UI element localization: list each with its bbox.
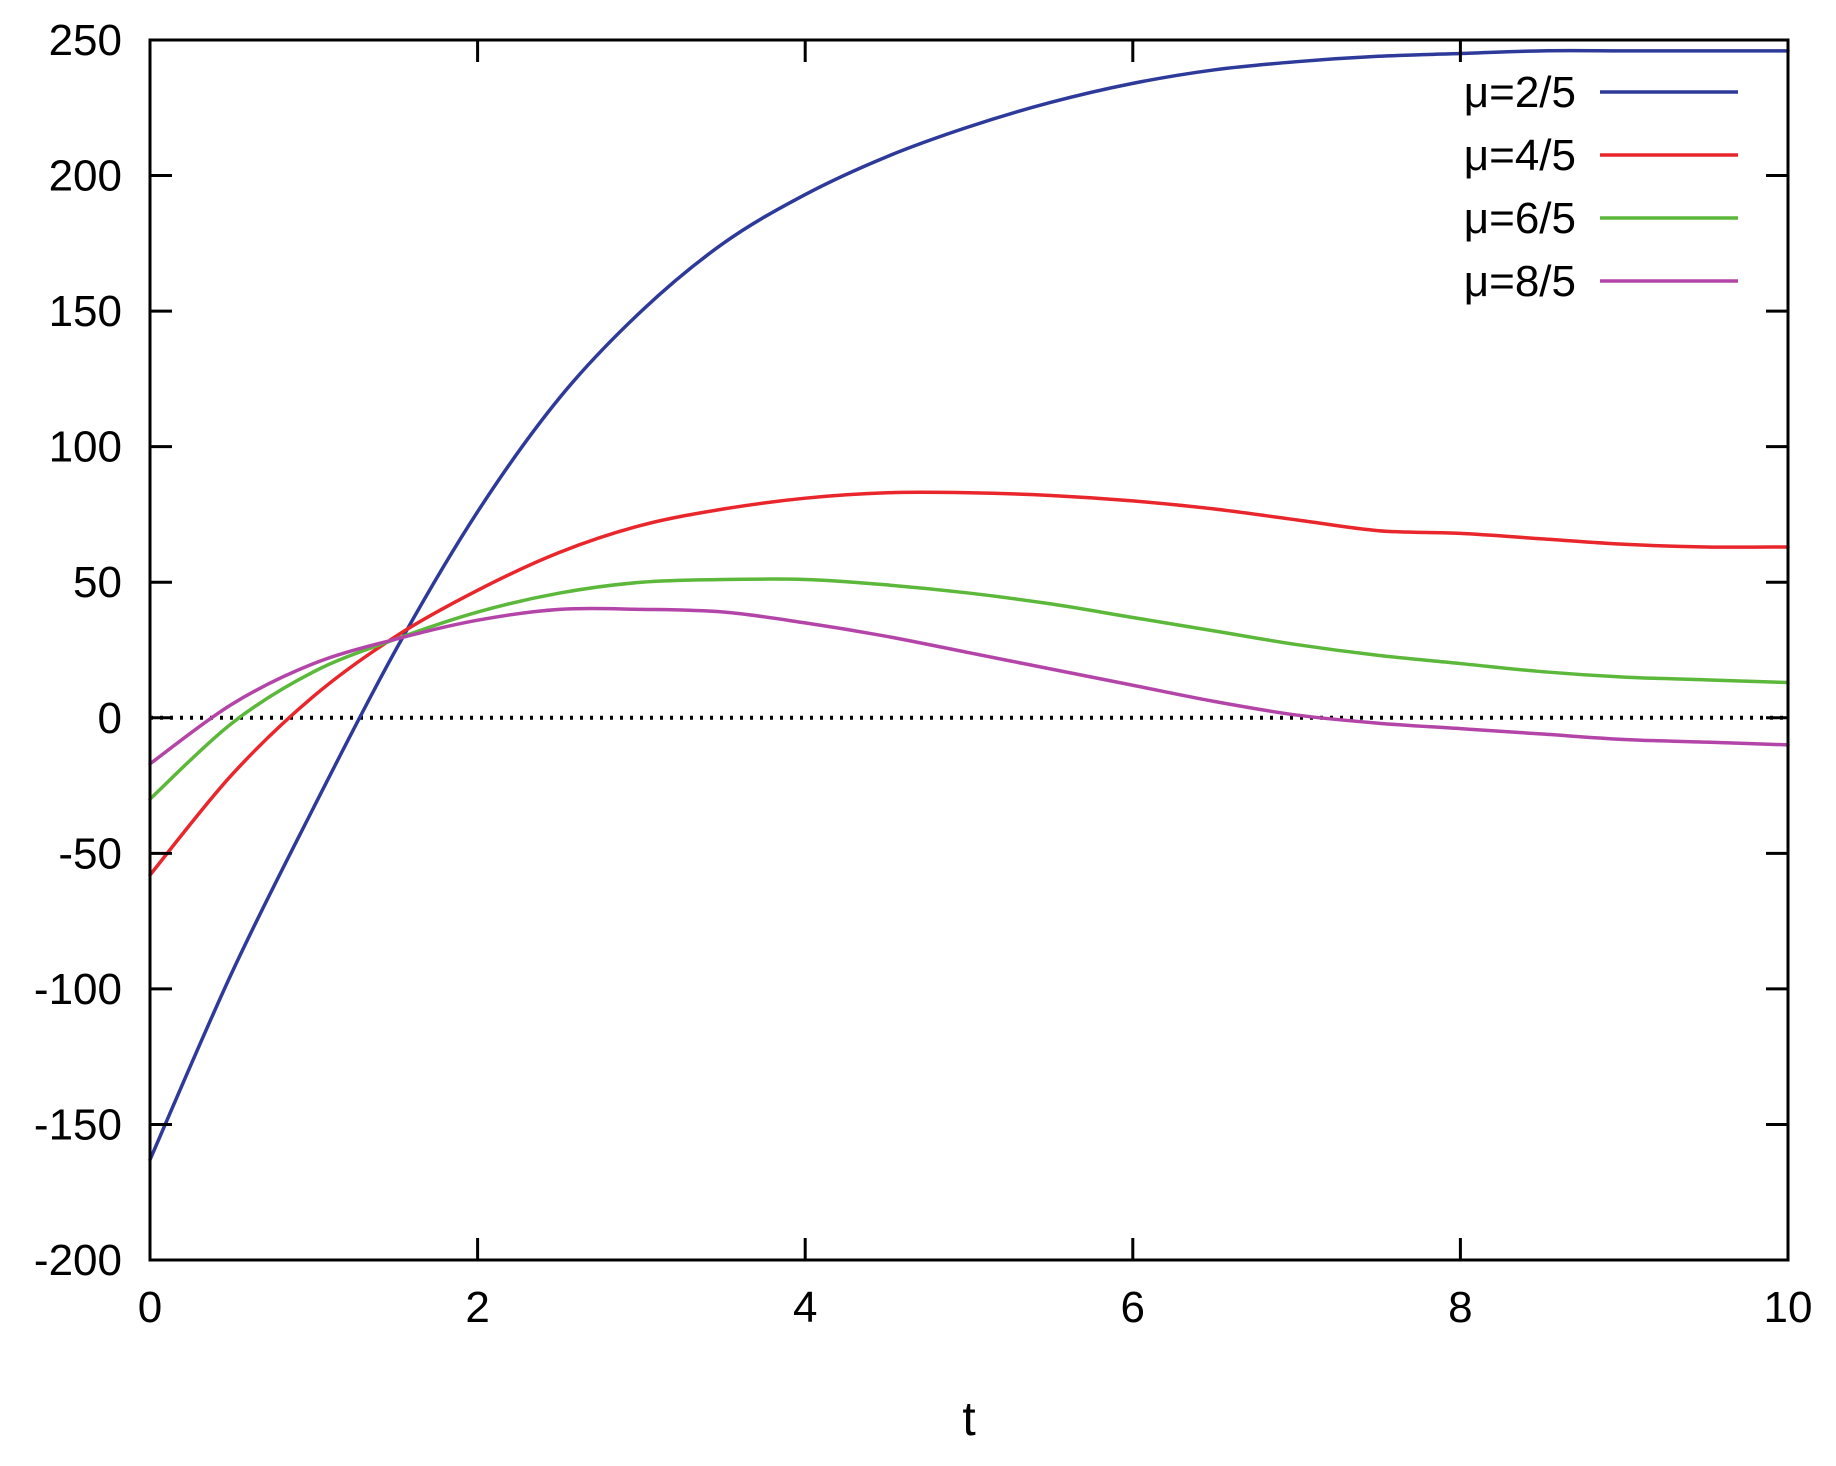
y-tick-label: 250 bbox=[49, 16, 122, 65]
legend-label: μ=4/5 bbox=[1464, 131, 1576, 180]
y-tick-label: 100 bbox=[49, 423, 122, 472]
x-tick-label: 10 bbox=[1764, 1283, 1813, 1332]
series-line-2 bbox=[148, 490, 1790, 877]
series-line-4 bbox=[148, 606, 1790, 766]
y-tick-label: 150 bbox=[49, 287, 122, 336]
x-tick-label: 2 bbox=[465, 1283, 489, 1332]
series-line-3 bbox=[148, 577, 1790, 801]
y-tick-label: -50 bbox=[58, 829, 122, 878]
y-tick-label: 200 bbox=[49, 152, 122, 201]
legend-label: μ=8/5 bbox=[1464, 257, 1576, 306]
x-tick-label: 0 bbox=[138, 1283, 162, 1332]
series-line-1 bbox=[148, 48, 1790, 1162]
y-tick-label: -100 bbox=[34, 965, 122, 1014]
plot-frame bbox=[148, 38, 1790, 1262]
y-tick-label: -150 bbox=[34, 1100, 122, 1149]
legend-label: μ=6/5 bbox=[1464, 194, 1576, 243]
y-tick-label: -200 bbox=[34, 1236, 122, 1285]
y-tick-label: 50 bbox=[73, 558, 122, 607]
x-axis-title: t bbox=[962, 1393, 975, 1446]
x-tick-label: 8 bbox=[1448, 1283, 1472, 1332]
x-tick-label: 4 bbox=[793, 1283, 817, 1332]
x-tick-label: 6 bbox=[1121, 1283, 1145, 1332]
y-tick-label: 0 bbox=[98, 694, 122, 743]
legend-label: μ=2/5 bbox=[1464, 68, 1576, 117]
